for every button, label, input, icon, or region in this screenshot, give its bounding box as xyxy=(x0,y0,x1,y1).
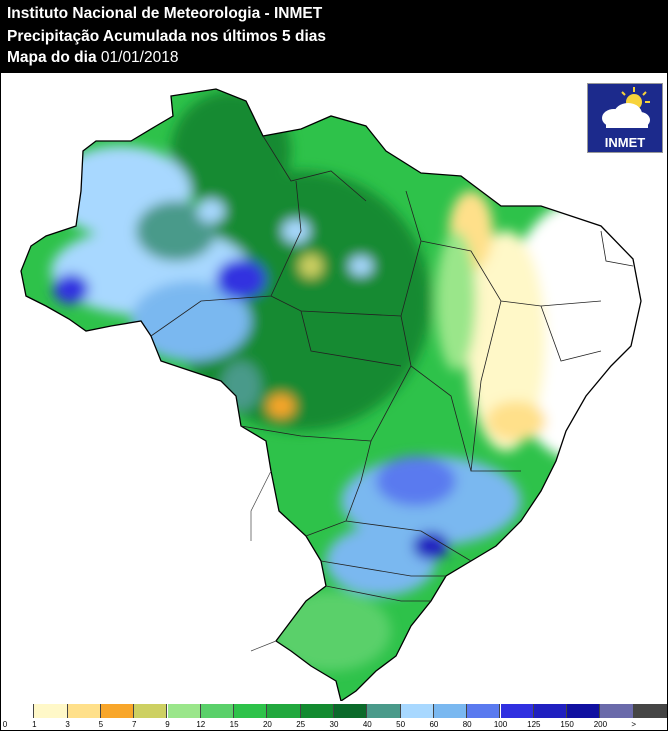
legend-tick-label: 60 xyxy=(429,720,439,729)
legend-swatch xyxy=(567,704,601,718)
precipitation-legend: 0 1 3 5 7 9 12 15 20 25 30 40 50 60 80 100 125 150 200 > xyxy=(1,701,667,730)
legend-tick-label: 9 xyxy=(165,720,170,729)
institute-title: Instituto Nacional de Meteorologia - INM… xyxy=(7,5,323,22)
legend-tick-label: 20 xyxy=(262,720,272,729)
legend-swatch xyxy=(533,704,568,718)
legend-tick-label: 200 xyxy=(593,720,608,729)
legend-swatch xyxy=(234,704,268,718)
neighbor-country-borders xyxy=(250,470,277,652)
map-date: 01/01/2018 xyxy=(100,49,179,66)
legend-swatch xyxy=(134,704,168,718)
legend-swatch xyxy=(300,704,334,718)
legend-tick-label: 25 xyxy=(296,720,306,729)
legend-swatch xyxy=(400,704,434,718)
legend-tick-label: 12 xyxy=(196,720,206,729)
legend-tick-label: 15 xyxy=(229,720,239,729)
legend-swatch xyxy=(200,704,235,718)
legend-tick-label: 30 xyxy=(329,720,339,729)
legend-tick-label: 0 xyxy=(2,720,8,729)
cloud-sun-icon xyxy=(602,87,650,128)
legend-tick-label: 80 xyxy=(462,720,472,729)
legend-swatch xyxy=(34,704,68,718)
legend-swatch xyxy=(167,704,201,718)
state-borders xyxy=(150,135,634,602)
legend-tick-label: 3 xyxy=(65,720,70,729)
legend-swatch xyxy=(600,704,634,718)
legend-tick-label: 5 xyxy=(98,720,104,729)
brazil-border xyxy=(20,88,642,701)
inmet-logo: INMET xyxy=(587,83,663,153)
legend-swatch xyxy=(334,704,368,718)
legend-tick-label: 100 xyxy=(493,720,508,729)
legend-swatch xyxy=(1,704,35,718)
legend-swatch xyxy=(433,704,468,718)
legend-tick-label: 40 xyxy=(362,720,372,729)
legend-tick-label: 7 xyxy=(131,720,137,729)
map-date-line: Mapa do dia 01/01/2018 xyxy=(7,49,178,67)
legend-tick-label: 1 xyxy=(32,720,37,729)
inmet-logo-text: INMET xyxy=(604,135,646,150)
legend-swatch xyxy=(367,704,401,718)
legend-tick-label: > xyxy=(631,720,637,729)
precipitation-field xyxy=(21,89,641,701)
legend-swatch xyxy=(67,704,101,718)
legend-tick-label: 50 xyxy=(396,720,406,729)
legend-swatch xyxy=(633,704,667,718)
map-date-label: Mapa do dia xyxy=(7,49,97,66)
legend-tick-label: 150 xyxy=(560,720,574,729)
map-header: Instituto Nacional de Meteorologia - INM… xyxy=(1,1,667,73)
map-subtitle: Precipitação Acumulada nos últimos 5 dia… xyxy=(7,28,326,45)
legend-swatch xyxy=(467,704,501,718)
legend-swatch xyxy=(500,704,534,718)
legend-swatch xyxy=(267,704,301,718)
brazil-precipitation-map xyxy=(20,88,642,701)
legend-tick-label: 125 xyxy=(527,720,541,729)
legend-swatch xyxy=(100,704,135,718)
